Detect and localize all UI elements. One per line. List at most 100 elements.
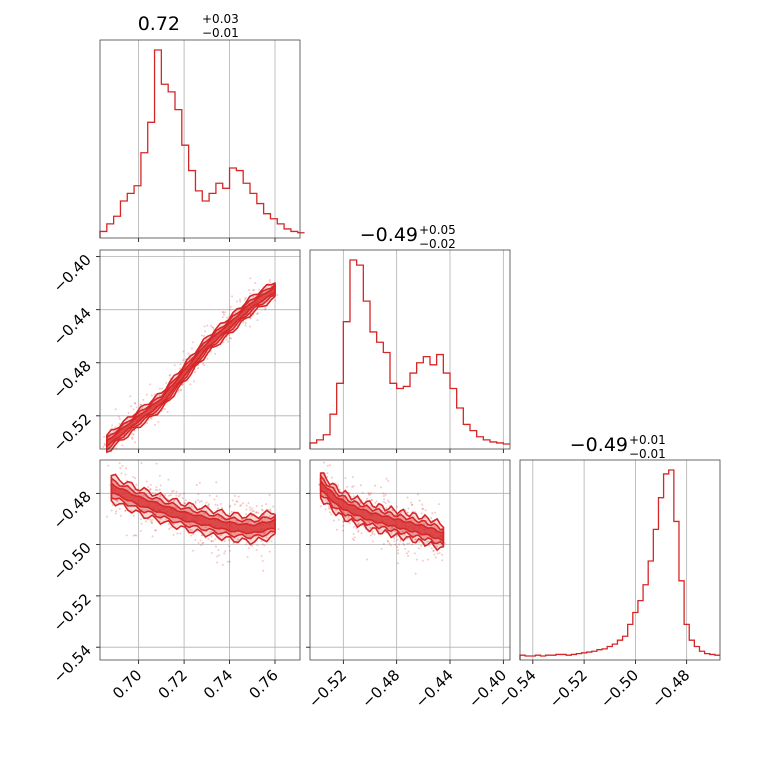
- scatter-point: [189, 523, 192, 526]
- scatter-point: [346, 516, 349, 519]
- scatter-point: [255, 511, 258, 514]
- scatter-point: [268, 550, 271, 553]
- scatter-point: [217, 507, 220, 510]
- scatter-point: [403, 543, 406, 546]
- y-tick-label: −0.52: [50, 410, 95, 455]
- scatter-point: [149, 383, 152, 386]
- scatter-point: [333, 503, 336, 506]
- scatter-point: [328, 507, 331, 510]
- scatter-point: [226, 316, 229, 319]
- scatter-point: [205, 338, 208, 341]
- title-3-value: −0.49: [570, 434, 628, 456]
- scatter-point: [140, 462, 143, 465]
- scatter-point: [244, 322, 247, 325]
- scatter-point: [210, 540, 213, 543]
- y-tick-label: −0.40: [50, 251, 95, 296]
- scatter-point: [420, 512, 423, 515]
- scatter-point: [268, 281, 271, 284]
- scatter-point: [224, 550, 227, 553]
- scatter-point: [441, 559, 444, 562]
- scatter-point: [158, 474, 161, 477]
- scatter-point: [406, 496, 409, 499]
- scatter-point: [207, 504, 210, 507]
- scatter-point: [194, 538, 197, 541]
- scatter-point: [133, 441, 136, 444]
- x-tick-label: −0.48: [358, 666, 403, 711]
- scatter-point: [179, 493, 182, 496]
- scatter-point: [239, 504, 242, 507]
- scatter-point: [168, 494, 171, 497]
- scatter-point: [334, 487, 337, 490]
- scatter-point: [241, 519, 244, 522]
- scatter-point: [218, 554, 221, 557]
- scatter-point: [438, 503, 441, 506]
- scatter-point: [264, 531, 267, 534]
- scatter-point: [426, 558, 429, 561]
- scatter-point: [330, 513, 333, 516]
- axes-frame: [99, 459, 301, 661]
- scatter-point: [240, 504, 243, 507]
- scatter-point: [414, 538, 417, 541]
- scatter-point: [133, 402, 136, 405]
- scatter-point: [115, 510, 118, 513]
- scatter-point: [139, 518, 142, 521]
- scatter-point: [139, 403, 142, 406]
- title-2-lower: −0.02: [419, 237, 456, 251]
- scatter-point: [171, 490, 174, 493]
- title-3-lower: −0.01: [629, 447, 666, 461]
- scatter-point: [102, 445, 105, 448]
- scatter-point: [229, 308, 232, 311]
- scatter-point: [139, 403, 142, 406]
- x-tick-label: −0.44: [412, 666, 457, 711]
- scatter-point: [206, 357, 209, 360]
- x-tick-label: 0.74: [200, 666, 236, 702]
- scatter-point: [371, 532, 374, 535]
- scatter-point: [141, 407, 144, 410]
- scatter-point: [418, 499, 421, 502]
- scatter-point: [221, 316, 224, 319]
- scatter-point: [382, 492, 385, 495]
- scatter-point: [229, 305, 232, 308]
- scatter-point: [129, 395, 132, 398]
- scatter-point: [207, 537, 210, 540]
- scatter-point: [432, 549, 435, 552]
- scatter-point: [260, 554, 263, 557]
- scatter-point: [379, 486, 382, 489]
- scatter-point: [277, 528, 280, 531]
- scatter-point: [132, 475, 135, 478]
- scatter-point: [214, 545, 217, 548]
- scatter-point: [132, 408, 135, 411]
- scatter-point: [169, 493, 172, 496]
- scatter-point: [150, 521, 153, 524]
- scatter-point: [407, 554, 410, 557]
- scatter-point: [135, 483, 138, 486]
- scatter-point: [326, 472, 329, 475]
- scatter-point: [204, 526, 207, 529]
- scatter-point: [264, 308, 267, 311]
- scatter-point: [352, 502, 355, 505]
- scatter-point: [436, 552, 439, 555]
- scatter-point: [328, 464, 331, 467]
- scatter-point: [131, 437, 134, 440]
- scatter-point: [348, 517, 351, 520]
- scatter-point: [261, 509, 264, 512]
- scatter-point: [244, 298, 247, 301]
- scatter-point: [346, 485, 349, 488]
- axes-frame: [309, 249, 511, 450]
- scatter-point: [369, 534, 372, 537]
- scatter-point: [248, 520, 251, 523]
- scatter-point: [424, 509, 427, 512]
- scatter-point: [371, 531, 374, 534]
- scatter-point: [200, 534, 203, 537]
- scatter-point: [386, 539, 389, 542]
- scatter-point: [230, 510, 233, 513]
- scatter-point: [233, 494, 236, 497]
- scatter-point: [231, 499, 234, 502]
- title-2-value: −0.49: [360, 224, 418, 246]
- scatter-point: [174, 506, 177, 509]
- scatter-point: [390, 532, 393, 535]
- scatter-point: [342, 496, 345, 499]
- scatter-point: [420, 544, 423, 547]
- y-tick-label: −0.44: [50, 304, 95, 349]
- scatter-point: [212, 540, 215, 543]
